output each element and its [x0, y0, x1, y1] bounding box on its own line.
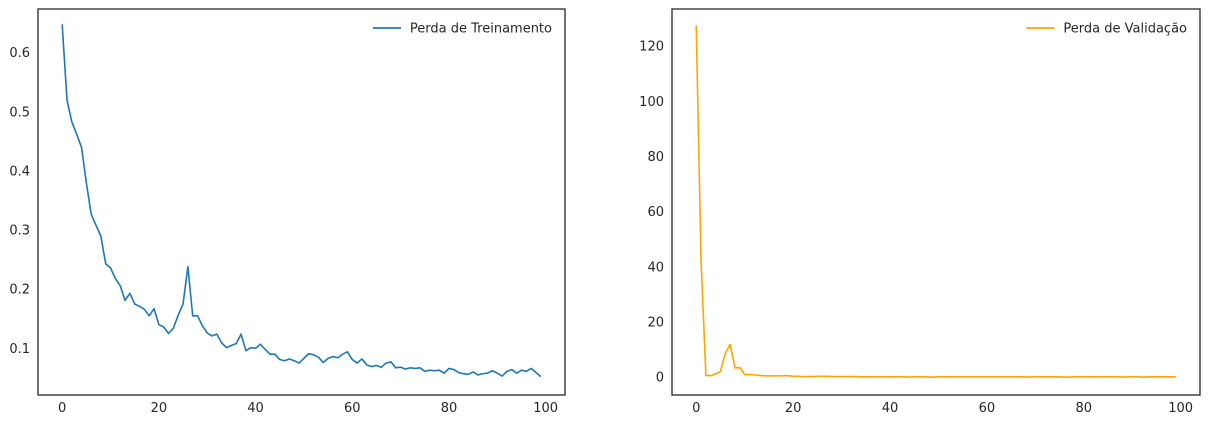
train-y-tick-label: 0.1 — [9, 342, 30, 357]
val-y-tick-label: 120 — [639, 40, 664, 55]
val-y-tick-label: 40 — [647, 260, 664, 275]
train-legend-label: Perda de Treinamento — [410, 22, 552, 37]
train-y-tick-label: 0.3 — [9, 224, 30, 239]
training-loss-chart: 0 20 40 60 80 100 0.1 0.2 0.3 0.4 0.5 0.6 Perda de T… — [9, 8, 566, 416]
val-x-tick-label: 60 — [979, 401, 996, 416]
val-x-tick-label: 80 — [1075, 401, 1092, 416]
train-y-tick-label: 0.4 — [9, 164, 30, 179]
train-y-tick-label: 0.5 — [9, 105, 30, 120]
train-x-tick-label: 20 — [151, 401, 168, 416]
val-series-line — [695, 25, 1176, 378]
train-x-tick-label: 100 — [533, 401, 558, 416]
val-legend-label: Perda de Validação — [1063, 22, 1187, 37]
validation-loss-chart: 0 20 40 60 80 100 0 20 40 60 80 100 120 Perda de Vali… — [639, 8, 1201, 416]
val-y-tick-label: 80 — [647, 150, 664, 165]
val-y-tick-label: 100 — [639, 95, 664, 110]
val-plot-frame — [671, 8, 1201, 396]
val-x-tick-label: 100 — [1168, 401, 1193, 416]
train-plot-frame — [37, 8, 566, 396]
val-y-tick-label: 20 — [647, 315, 664, 330]
val-y-tick-label: 0 — [656, 371, 664, 386]
val-y-tick-label: 60 — [647, 205, 664, 220]
train-x-tick-label: 40 — [247, 401, 264, 416]
train-x-tick-label: 0 — [58, 401, 66, 416]
val-x-tick-label: 20 — [785, 401, 802, 416]
train-series-line — [61, 24, 542, 378]
train-y-tick-label: 0.2 — [9, 283, 30, 298]
val-x-tick-label: 40 — [882, 401, 899, 416]
train-y-tick-label: 0.6 — [9, 46, 30, 61]
train-x-tick-label: 80 — [441, 401, 458, 416]
train-x-tick-label: 60 — [344, 401, 361, 416]
val-x-tick-label: 0 — [692, 401, 700, 416]
